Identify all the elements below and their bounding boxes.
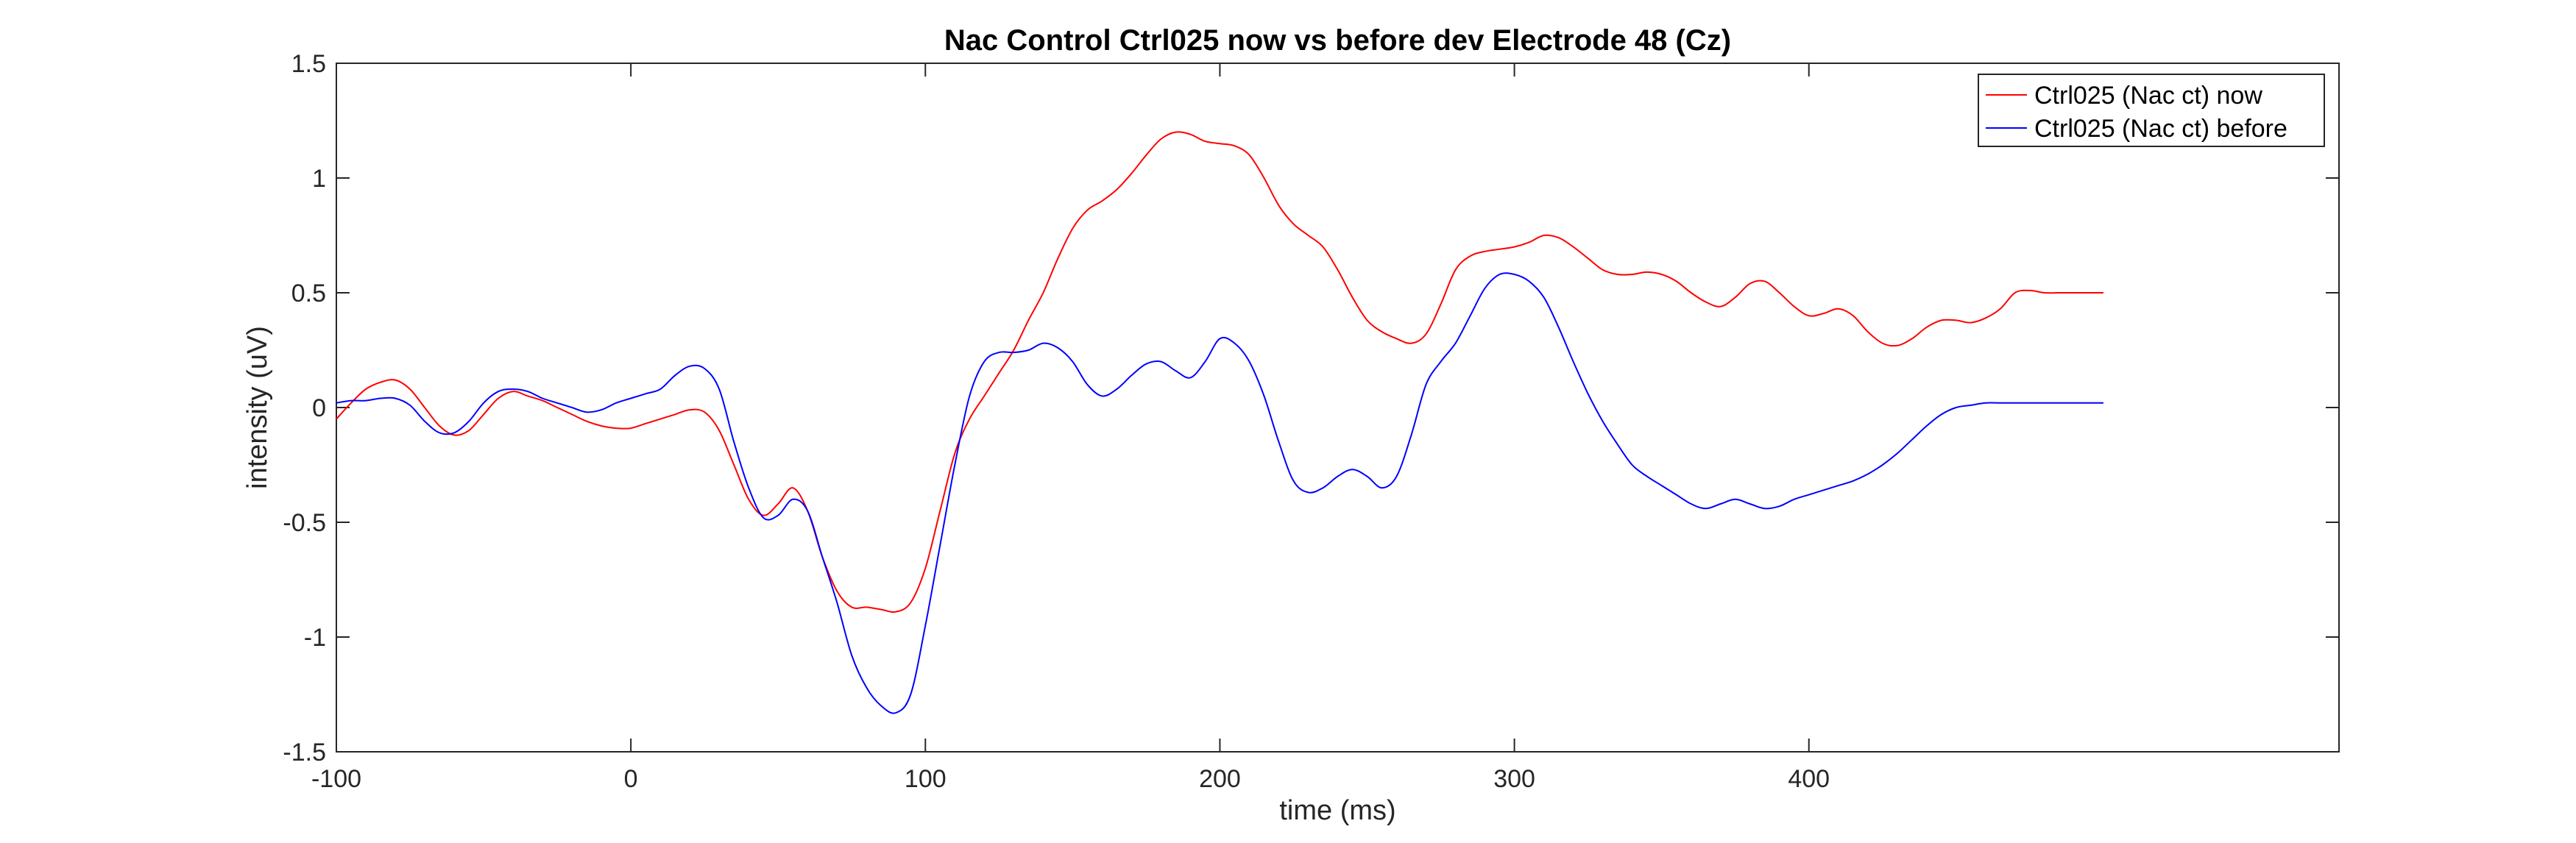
chart-title: Nac Control Ctrl025 now vs before dev El… (944, 24, 1731, 57)
y-tick-label: 0 (312, 394, 326, 422)
x-tick-label: 200 (1199, 765, 1241, 793)
x-tick-label: -100 (311, 765, 361, 793)
y-tick-label: 1 (312, 165, 326, 193)
y-axis-label: intensity (uV) (242, 326, 273, 489)
x-tick-label: 300 (1493, 765, 1535, 793)
y-tick-label: 0.5 (291, 280, 326, 307)
legend: Ctrl025 (Nac ct) now Ctrl025 (Nac ct) be… (1978, 74, 2325, 147)
y-tick-label: 1.5 (291, 50, 326, 78)
x-tick-label: 0 (624, 765, 638, 793)
y-tick-label: -1 (304, 624, 326, 652)
series-line-now (336, 131, 2103, 613)
x-tick-label: 100 (905, 765, 946, 793)
x-axis-label: time (ms) (1279, 795, 1395, 826)
x-tick-label: 400 (1788, 765, 1830, 793)
legend-box (1978, 74, 2325, 147)
legend-entry-before: Ctrl025 (Nac ct) before (2034, 115, 2287, 143)
plot-area (336, 63, 2340, 753)
legend-entry-now: Ctrl025 (Nac ct) now (2034, 82, 2262, 110)
axis-ticks: -100 0 100 200 300 400 -1.5 -1 -0.5 0 0.5 1 1.5 (283, 50, 2339, 793)
y-tick-label: -0.5 (283, 509, 326, 537)
series-layer (336, 131, 2103, 714)
series-line-before (336, 272, 2103, 714)
y-tick-label: -1.5 (283, 739, 326, 766)
